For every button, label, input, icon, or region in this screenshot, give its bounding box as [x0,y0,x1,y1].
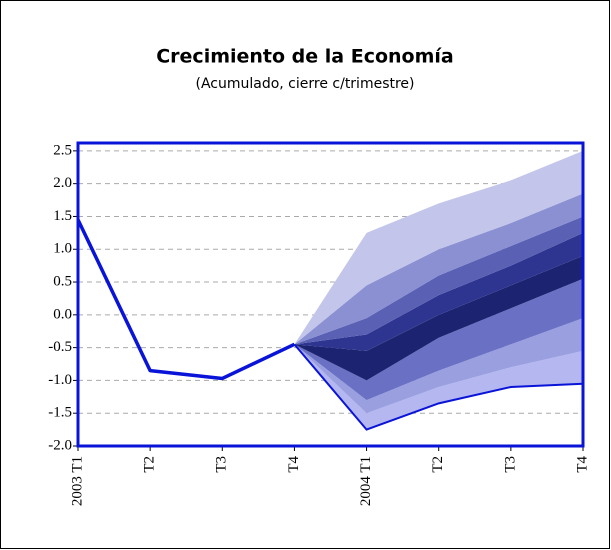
y-tick-label: 2.5 [53,142,72,158]
y-tick-label: -1.0 [48,372,72,388]
fan-band [294,193,583,345]
y-tick-label: 1.5 [53,208,72,224]
y-tick-label: -1.5 [48,405,72,421]
fan-band [294,278,583,401]
y-tick-label: 1.0 [53,241,72,257]
y-tick-label: -0.5 [48,339,72,355]
x-tick-label: T3 [502,456,518,473]
chart-subtitle: (Acumulado, cierre c/trimestre) [195,76,414,92]
fan-band [294,216,583,345]
y-tick-label: 2.0 [53,175,72,191]
fan-band [294,150,583,345]
x-tick-label: T2 [142,456,158,473]
fan-edge [293,343,584,431]
x-tick-label: T2 [430,456,446,473]
x-tick-label: T4 [574,456,590,473]
x-tick-label: 2004 T1 [358,456,374,506]
plot-border [76,141,585,448]
x-tick-label: 2003 T1 [69,456,85,506]
x-tick-label: T3 [214,456,230,473]
fan-band [294,255,583,381]
y-tick-label: 0.5 [53,273,72,289]
x-tick-label: T4 [286,456,302,473]
y-tick-label: -2.0 [48,437,72,453]
y-tick-label: 0.0 [53,306,72,322]
chart-title: Crecimiento de la Economía [156,46,454,68]
line [76,218,296,381]
